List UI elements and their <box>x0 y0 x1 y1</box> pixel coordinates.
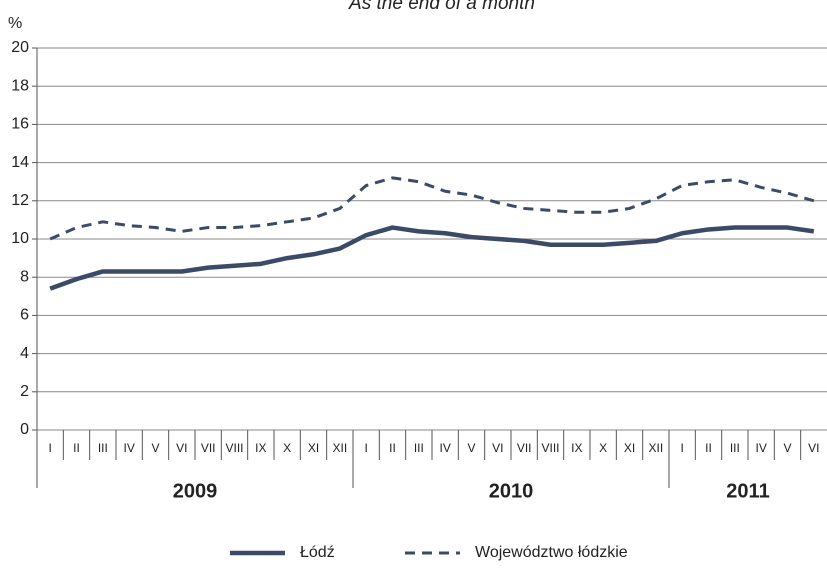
x-tick-label: XI <box>624 441 635 455</box>
x-tick-label: I <box>680 441 683 455</box>
y-axis-label: % <box>8 15 22 32</box>
y-tick-label: 2 <box>20 383 29 400</box>
series-line <box>49 176 815 241</box>
y-tick-label: 0 <box>20 421 29 438</box>
y-tick-label: 6 <box>20 307 29 324</box>
y-tick-label: 14 <box>11 154 29 171</box>
x-tick-label: II <box>73 441 80 455</box>
y-tick-label: 20 <box>11 39 29 56</box>
y-tick-label: 10 <box>11 230 29 247</box>
x-tick-label: VIII <box>541 441 559 455</box>
x-tick-label: X <box>283 441 291 455</box>
series-line <box>49 225 815 291</box>
x-tick-label: IV <box>755 441 766 455</box>
x-tick-label: X <box>599 441 607 455</box>
x-tick-label: VII <box>201 441 216 455</box>
y-tick-label: 16 <box>11 116 29 133</box>
x-tick-label: III <box>98 441 108 455</box>
x-tick-label: III <box>414 441 424 455</box>
x-tick-label: VII <box>517 441 532 455</box>
x-tick-label: III <box>730 441 740 455</box>
group-label: 2011 <box>726 480 769 502</box>
y-tick-label: 12 <box>11 192 29 209</box>
x-tick-label: VI <box>492 441 503 455</box>
x-tick-label: XI <box>308 441 319 455</box>
group-label: 2010 <box>489 480 534 502</box>
x-tick-label: I <box>364 441 367 455</box>
x-tick-label: VI <box>808 441 819 455</box>
x-tick-label: IV <box>123 441 134 455</box>
x-tick-label: VI <box>176 441 187 455</box>
x-tick-label: IX <box>571 441 582 455</box>
x-tick-label: II <box>389 441 396 455</box>
x-tick-label: IV <box>439 441 450 455</box>
y-tick-label: 18 <box>11 77 29 94</box>
x-tick-label: XII <box>332 441 347 455</box>
x-tick-label: V <box>783 441 791 455</box>
x-tick-label: XII <box>648 441 663 455</box>
x-tick-label: VIII <box>225 441 243 455</box>
x-tick-label: II <box>705 441 712 455</box>
legend-label: Łódź <box>300 544 335 561</box>
y-tick-label: 4 <box>20 345 29 362</box>
x-tick-label: V <box>151 441 159 455</box>
group-label: 2009 <box>173 480 218 502</box>
x-tick-label: I <box>48 441 51 455</box>
x-tick-label: V <box>467 441 475 455</box>
x-tick-label: IX <box>255 441 266 455</box>
chart-title: As the end of a month <box>348 0 535 14</box>
legend-label: Województwo łódzkie <box>475 544 628 561</box>
y-tick-label: 8 <box>20 268 29 285</box>
